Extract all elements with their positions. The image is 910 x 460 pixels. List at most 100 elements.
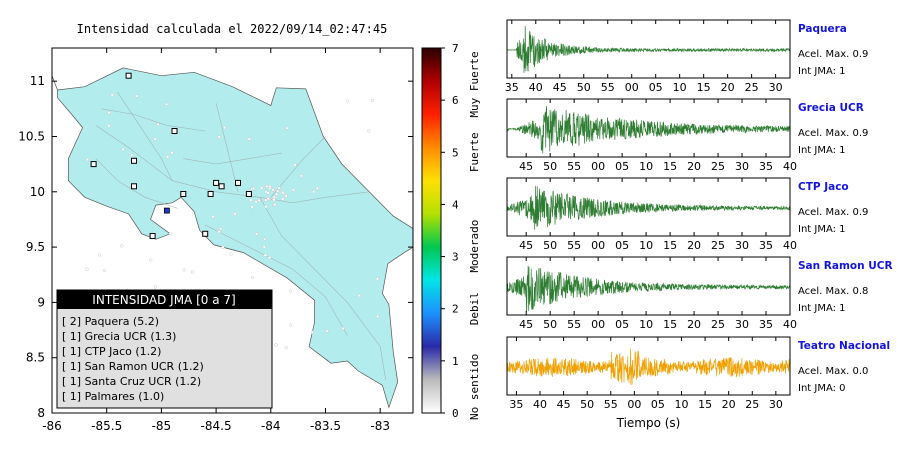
panel-tick-label: 55 <box>567 160 581 173</box>
accel-max-label: Acel. Max. 0.9 <box>798 128 868 139</box>
panel-tick-label: 25 <box>711 160 725 173</box>
station-name: CTP Jaco <box>798 181 849 193</box>
town-dot <box>120 244 124 248</box>
town-dot <box>272 198 276 202</box>
jma-intensity-label: Int JMA: 1 <box>798 145 846 156</box>
epicenter-marker <box>163 207 170 214</box>
panel-tick-label: 15 <box>663 160 677 173</box>
panel-tick-label: 00 <box>625 81 639 94</box>
colorbar-tick-label: 6 <box>452 94 459 107</box>
town-dot <box>153 285 157 289</box>
town-dot <box>315 186 319 190</box>
panel-tick-label: 05 <box>649 81 663 94</box>
accel-max-label: Acel. Max. 0.9 <box>798 207 868 218</box>
town-dot <box>110 93 114 97</box>
colorbar-tick-label: 1 <box>452 355 459 368</box>
panel-tick-label: 50 <box>577 81 591 94</box>
colorbar-category-label: Fuerte <box>468 132 481 172</box>
town-dot <box>107 124 111 128</box>
panel-tick-label: 10 <box>673 81 687 94</box>
panel-tick-label: 15 <box>698 398 712 411</box>
colorbar-tick-label: 5 <box>452 146 459 159</box>
x-tick-label: -83.5 <box>310 419 341 433</box>
town-dot <box>250 205 254 209</box>
panel-tick-label: 30 <box>735 160 749 173</box>
x-tick-label: -85 <box>152 419 172 433</box>
x-tick-label: -84 <box>261 419 281 433</box>
panel-tick-label: 55 <box>604 398 618 411</box>
station-marker <box>213 179 220 186</box>
town-dot <box>233 212 237 216</box>
town-dot <box>85 267 89 271</box>
colorbar-category-label: Moderado <box>468 220 481 273</box>
town-dot <box>260 186 264 190</box>
legend-item: [ 1] San Ramon UCR (1.2) <box>62 360 204 373</box>
town-dot <box>267 256 272 260</box>
jma-intensity-label: Int JMA: 0 <box>798 383 846 394</box>
panel-tick-label: 05 <box>615 239 629 252</box>
road-line <box>205 224 348 336</box>
accel-max-label: Acel. Max. 0.9 <box>798 49 868 60</box>
town-dot <box>263 253 267 257</box>
station-name: Grecia UCR <box>798 102 864 114</box>
town-dot <box>266 191 270 195</box>
panel-tick-label: 05 <box>615 318 629 331</box>
panel-tick-label: 25 <box>745 398 759 411</box>
panel-tick-label: 50 <box>543 318 557 331</box>
town-dot <box>264 205 268 209</box>
colorbar: 0 1 2 3 4 5 6 7 No sentido Debil Moderado Fuerte Muy… <box>421 42 481 420</box>
town-dot <box>219 227 223 231</box>
legend-box <box>56 289 273 409</box>
panel-tick-label: 50 <box>580 398 594 411</box>
town-dot <box>254 232 259 236</box>
road-line <box>117 92 173 181</box>
station-marker <box>90 161 97 168</box>
seismogram-panel: 35 40 45 50 55 00 05 10 15 20 25 30 Teatro Nacional A… <box>506 336 890 411</box>
panel-frame <box>506 256 791 316</box>
road-line <box>101 108 206 132</box>
town-dot <box>135 94 139 98</box>
panel-tick-label: 40 <box>529 81 543 94</box>
panel-tick-label: 20 <box>687 318 701 331</box>
panel-tick-label: 25 <box>711 239 725 252</box>
town-dot <box>130 153 134 157</box>
panel-tick-label: 45 <box>519 239 533 252</box>
panel-tick-label: 45 <box>553 81 567 94</box>
colorbar-category-label: Debil <box>468 292 481 325</box>
legend-header <box>57 290 272 309</box>
town-dot <box>156 122 160 126</box>
town-dot <box>221 245 225 249</box>
town-dot <box>262 245 266 249</box>
waveform-trace <box>506 348 791 386</box>
road-line <box>95 125 370 204</box>
station-marker <box>149 233 156 239</box>
panel-tick-label: 35 <box>505 81 519 94</box>
panel-tick-label: 10 <box>675 398 689 411</box>
x-tick-label: -83 <box>370 419 390 433</box>
colorbar-category-label: Muy Fuerte <box>468 51 481 117</box>
station-name: San Ramon UCR <box>798 260 893 272</box>
town-dot <box>257 198 261 202</box>
panel-tick-label: 35 <box>509 398 523 411</box>
colorbar-tick-label: 4 <box>452 198 459 211</box>
costa-rica-land <box>57 67 413 409</box>
map-title: Intensidad calculada el 2022/09/14_02:47… <box>76 22 388 36</box>
town-dot <box>164 102 169 106</box>
town-dot <box>149 258 153 262</box>
town-dot <box>289 289 293 293</box>
town-dot <box>291 188 295 192</box>
seismogram-panel: 45 50 55 00 05 10 15 20 25 30 35 40 Grecia UCR Acel. … <box>506 98 868 173</box>
border-line <box>51 75 58 91</box>
panel-tick-label: 30 <box>735 239 749 252</box>
town-dot <box>268 184 272 189</box>
panel-tick-label: 00 <box>591 239 605 252</box>
town-dot <box>346 99 350 103</box>
town-dot <box>217 230 221 234</box>
panel-tick-label: 20 <box>721 81 735 94</box>
town-dot <box>223 125 227 130</box>
town-dot <box>85 158 89 162</box>
panel-frame <box>506 19 791 79</box>
panel-tick-label: 15 <box>663 239 677 252</box>
town-dot <box>277 186 281 190</box>
